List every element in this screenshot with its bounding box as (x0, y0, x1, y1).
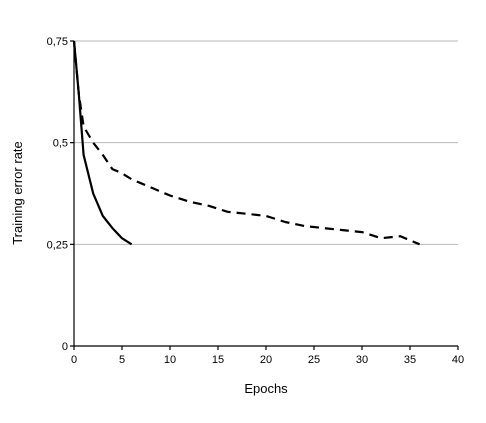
x-tick-label-5: 25 (308, 354, 320, 366)
ticks-layer: 0 0,25 0,5 0,75 0 5 10 15 20 25 30 35 40 (47, 36, 465, 366)
series-layer (72, 40, 421, 246)
y-tick-label-3: 0,75 (47, 36, 68, 48)
x-axis-title: Epochs (244, 381, 288, 396)
y-axis-title: Training error rate (10, 141, 25, 245)
y-tick-label-0: 0 (62, 341, 68, 353)
x-tick-label-2: 10 (164, 354, 176, 366)
axes-layer (73, 41, 458, 347)
x-tick-label-4: 20 (260, 354, 272, 366)
x-tick-label-0: 0 (71, 354, 77, 366)
series-line-dashed (72, 40, 421, 246)
x-tick-label-6: 30 (356, 354, 368, 366)
x-tick-label-3: 15 (212, 354, 224, 366)
grid-layer (74, 40, 458, 245)
x-tick-label-8: 40 (452, 354, 464, 366)
y-tick-label-2: 0,5 (53, 138, 68, 150)
y-tick-label-1: 0,25 (47, 239, 68, 251)
x-tick-label-7: 35 (404, 354, 416, 366)
x-tick-label-1: 5 (119, 354, 125, 366)
